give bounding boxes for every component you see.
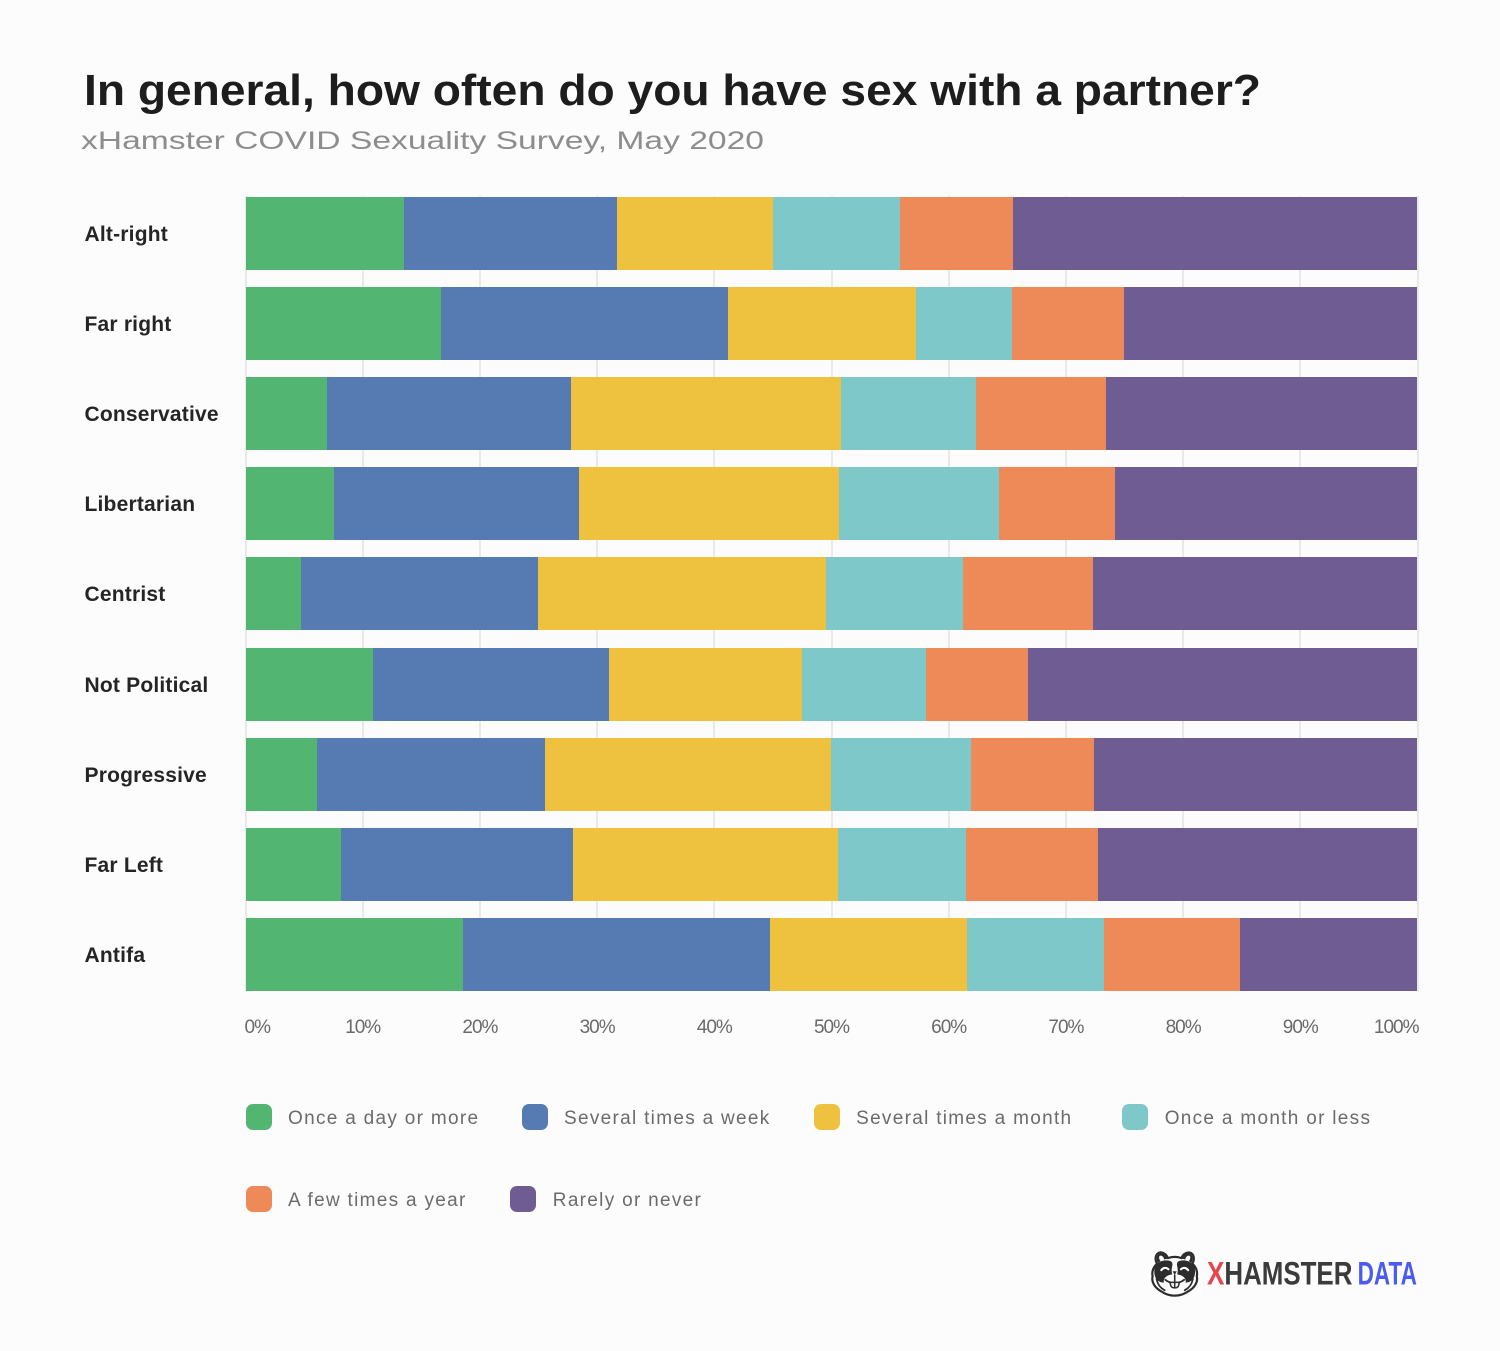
svg-text:xHamster COVID Sexuality Surve: xHamster COVID Sexuality Survey, May 202…	[81, 127, 764, 155]
svg-text:X: X	[1207, 1256, 1225, 1292]
svg-text:DATA: DATA	[1358, 1256, 1417, 1292]
svg-text:HAMSTER: HAMSTER	[1224, 1256, 1352, 1292]
svg-text:In general, how often do you h: In general, how often do you have sex wi…	[84, 66, 1261, 115]
